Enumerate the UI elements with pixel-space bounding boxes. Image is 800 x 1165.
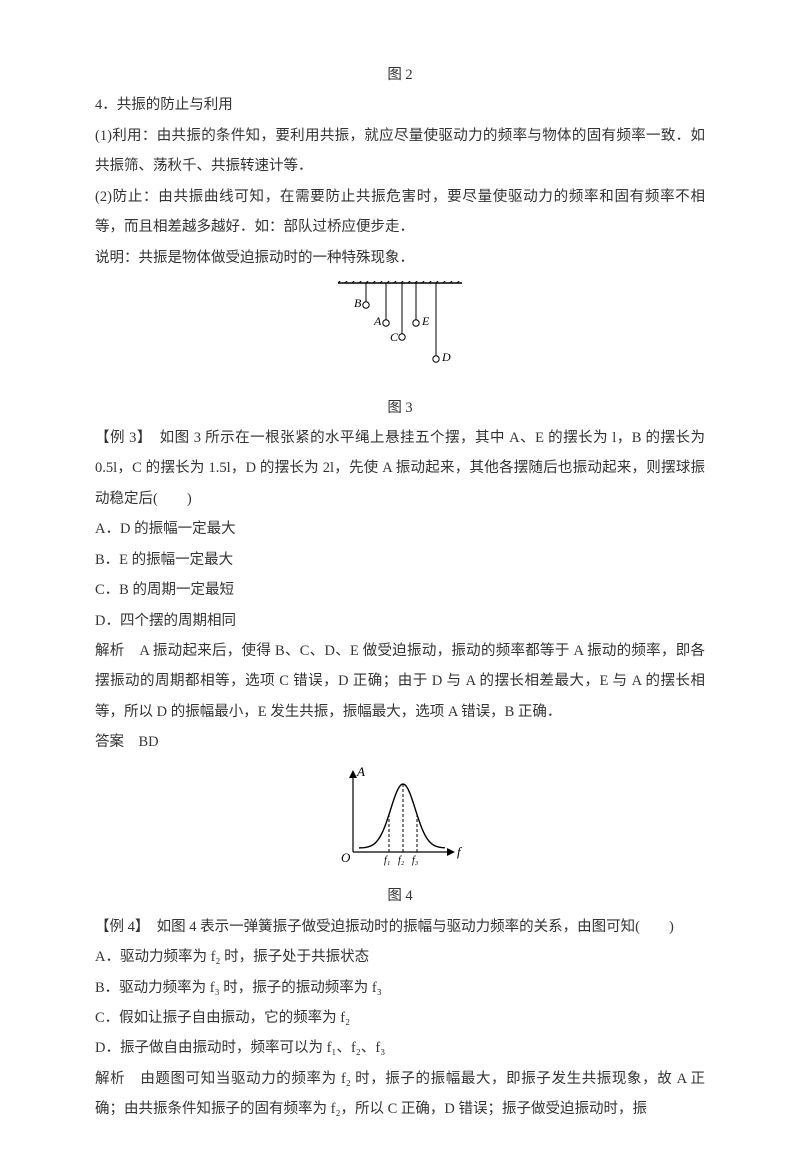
section4-title: 4．共振的防止与利用 — [95, 90, 705, 120]
svg-text:f: f — [457, 844, 463, 859]
svg-text:B: B — [354, 296, 362, 310]
fig2-caption: 图 2 — [95, 60, 705, 90]
ex3-heading: 【例 3】 如图 3 所示在一根张紧的水平绳上悬挂五个摆，其中 A、E 的摆长为… — [95, 423, 705, 514]
svg-text:f₂: f₂ — [398, 855, 405, 866]
svg-text:D: D — [441, 350, 451, 364]
svg-text:f₁: f₁ — [384, 855, 390, 866]
ex4-option-b: B．驱动力频率为 f₃ 时，振子的振动频率为 f₃ — [95, 973, 705, 1003]
note-text: 说明：共振是物体做受迫振动时的一种特殊现象． — [95, 243, 705, 273]
use-text: (1)利用：由共振的条件知，要利用共振，就应尽量使驱动力的频率与物体的固有频率一… — [95, 121, 705, 182]
ex4-option-a: A．驱动力频率为 f₂ 时，振子处于共振状态 — [95, 942, 705, 972]
fig3-diagram: BAC E D — [95, 281, 705, 388]
svg-text:O: O — [341, 850, 351, 865]
ex4-analysis: 解析 由题图可知当驱动力的频率为 f₂ 时，振子的振幅最大，即振子发生共振现象，… — [95, 1064, 705, 1125]
prevent-text: (2)防止：由共振曲线可知，在需要防止共振危害时，要尽量使驱动力的频率和固有频率… — [95, 182, 705, 243]
svg-text:A: A — [356, 766, 365, 779]
svg-text:E: E — [421, 314, 430, 328]
ex3-option-a: A．D 的振幅一定最大 — [95, 514, 705, 544]
fig4-caption: 图 4 — [95, 881, 705, 911]
svg-text:A: A — [373, 314, 382, 328]
ex3-option-d: D．四个摆的周期相同 — [95, 606, 705, 636]
ex4-heading: 【例 4】 如图 4 表示一弹簧振子做受迫振动时的振幅与驱动力频率的关系，由图可… — [95, 912, 705, 942]
svg-text:f₃: f₃ — [412, 855, 419, 866]
fig4-diagram: Af Of₁ f₂ f₃ — [95, 766, 705, 877]
fig3-caption: 图 3 — [95, 393, 705, 423]
svg-text:C: C — [390, 330, 399, 344]
ex4-option-c: C．假如让振子自由振动，它的频率为 f₂ — [95, 1003, 705, 1033]
ex4-option-d: D．振子做自由振动时，频率可以为 f₁、f₂、f₃ — [95, 1033, 705, 1063]
ex3-option-b: B．E 的振幅一定最大 — [95, 545, 705, 575]
ex3-answer: 答案 BD — [95, 727, 705, 757]
ex3-option-c: C．B 的周期一定最短 — [95, 575, 705, 605]
ex3-analysis: 解析 A 振动起来后，使得 B、C、D、E 做受迫振动，振动的频率都等于 A 振… — [95, 636, 705, 727]
